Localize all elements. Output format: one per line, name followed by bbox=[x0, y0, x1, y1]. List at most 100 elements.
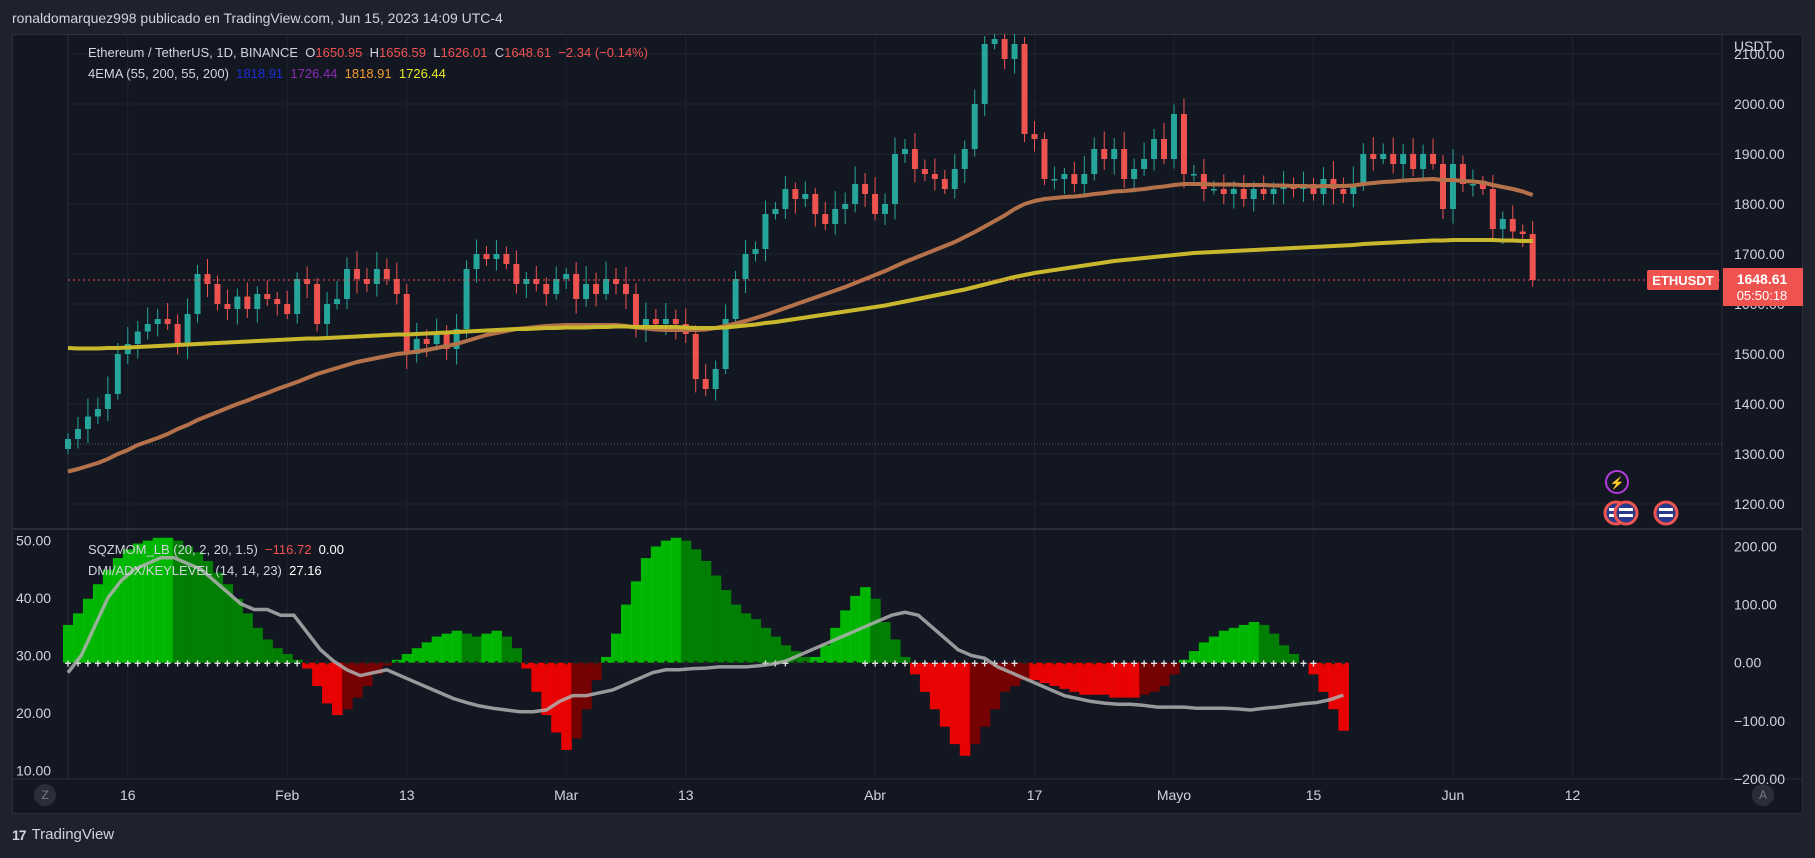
ema55-line bbox=[67, 177, 1534, 474]
squeeze-on-marker bbox=[1032, 660, 1037, 665]
squeeze-on-marker bbox=[474, 660, 479, 665]
squeeze-on-marker bbox=[703, 660, 708, 665]
time-axis-label: 13 bbox=[678, 787, 694, 803]
us-economic-event-icon bbox=[1653, 500, 1679, 526]
candle-body bbox=[244, 296, 251, 309]
dmi-legend: DMI/ADX/KEYLEVEL (14, 14, 23) 27.16 bbox=[88, 563, 322, 578]
candle-body bbox=[772, 209, 779, 214]
squeeze-off-marker: + bbox=[1290, 657, 1297, 671]
squeeze-off-marker: + bbox=[214, 657, 221, 671]
candle-body bbox=[632, 294, 639, 329]
candle-body bbox=[921, 169, 928, 174]
squeeze-off-marker: + bbox=[204, 657, 211, 671]
candle-body bbox=[1121, 149, 1128, 179]
momentum-bar bbox=[690, 549, 702, 663]
momentum-bar bbox=[571, 662, 582, 739]
candle-body bbox=[1011, 44, 1018, 59]
momentum-bar bbox=[760, 627, 772, 663]
candle-body bbox=[563, 274, 570, 279]
momentum-bar bbox=[491, 630, 503, 663]
squeeze-off-marker: + bbox=[1240, 657, 1247, 671]
squeeze-off-marker: + bbox=[94, 657, 101, 671]
candle-body bbox=[1111, 149, 1118, 159]
squeeze-off-marker: + bbox=[1220, 657, 1227, 671]
chart-canvas[interactable]: 1200.001300.001400.001500.001600.001700.… bbox=[12, 34, 1803, 814]
momentum-bar bbox=[1238, 624, 1250, 663]
momentum-bar bbox=[700, 560, 712, 663]
dmi-indicator-name[interactable]: DMI/ADX/KEYLEVEL (14, 14, 23) bbox=[88, 563, 282, 578]
high-value: 1656.59 bbox=[379, 45, 426, 60]
candle-body bbox=[1519, 231, 1526, 234]
momentum-bar bbox=[531, 662, 542, 692]
squeeze-on-marker bbox=[823, 660, 828, 665]
candle-body bbox=[144, 324, 151, 332]
squeeze-on-marker bbox=[644, 660, 648, 665]
candle-body bbox=[84, 416, 91, 429]
candle-body bbox=[1499, 219, 1506, 229]
price-tag bbox=[1723, 268, 1803, 306]
momentum-bar bbox=[899, 656, 911, 663]
timezone-button[interactable]: Z bbox=[34, 784, 56, 806]
adx-tick-label: 30.00 bbox=[16, 647, 51, 663]
squeeze-on-marker bbox=[733, 660, 738, 665]
candle-body bbox=[1469, 184, 1476, 186]
momentum-bar bbox=[670, 537, 682, 663]
squeeze-on-marker bbox=[693, 660, 698, 665]
momentum-bar bbox=[999, 662, 1011, 692]
adx-tick-label: 10.00 bbox=[16, 762, 51, 778]
momentum-bar bbox=[1228, 627, 1240, 663]
candle-body bbox=[991, 39, 998, 44]
momentum-bar bbox=[561, 662, 572, 750]
squeeze-off-marker: + bbox=[284, 657, 291, 671]
momentum-bar bbox=[830, 627, 841, 663]
momentum-bar bbox=[630, 581, 642, 663]
price-tag-value: 1648.61 bbox=[1737, 271, 1788, 287]
auto-scale-button[interactable]: A bbox=[1752, 784, 1774, 806]
price-tick-label: 1200.00 bbox=[1734, 496, 1785, 512]
squeeze-on-marker bbox=[305, 660, 309, 665]
squeeze-on-marker bbox=[514, 660, 519, 665]
price-tick-label: 1800.00 bbox=[1734, 196, 1785, 212]
momentum-bar bbox=[1318, 662, 1330, 692]
candle-body bbox=[672, 319, 679, 324]
ema-indicator-name[interactable]: 4EMA (55, 200, 55, 200) bbox=[88, 66, 229, 81]
squeeze-off-marker: + bbox=[164, 657, 171, 671]
ema-value-2: 1726.44 bbox=[290, 66, 338, 81]
momentum-bar bbox=[501, 636, 512, 663]
symbol-label[interactable]: Ethereum / TetherUS, 1D, BINANCE bbox=[88, 45, 299, 60]
footer-brand[interactable]: 17 TradingView bbox=[12, 826, 114, 843]
squeeze-on-marker bbox=[1341, 660, 1346, 665]
momentum-bar bbox=[780, 645, 791, 663]
candle-body bbox=[702, 379, 709, 389]
candle-body bbox=[642, 319, 649, 329]
momentum-bar bbox=[750, 619, 762, 663]
candle-body bbox=[842, 204, 849, 209]
squeeze-on-marker bbox=[673, 660, 678, 665]
momentum-bar bbox=[132, 543, 144, 663]
candle-body bbox=[762, 214, 769, 249]
squeeze-on-marker bbox=[1052, 660, 1057, 665]
squeeze-on-marker bbox=[1062, 660, 1067, 665]
adx-line bbox=[66, 555, 1344, 714]
squeeze-on-marker bbox=[594, 660, 598, 665]
momentum-bar bbox=[1039, 662, 1051, 684]
momentum-bar bbox=[1029, 662, 1041, 681]
squeeze-off-marker: + bbox=[1121, 657, 1128, 671]
momentum-bar bbox=[431, 636, 443, 663]
squeeze-off-marker: + bbox=[254, 657, 261, 671]
squeeze-off-marker: + bbox=[921, 657, 928, 671]
change-value: −2.34 (−0.14%) bbox=[558, 45, 648, 60]
candle-body bbox=[324, 304, 331, 324]
sqz-indicator-name[interactable]: SQZMOM_LB (20, 2, 20, 1.5) bbox=[88, 542, 258, 557]
momentum-bar bbox=[1059, 662, 1070, 689]
candle-body bbox=[1031, 134, 1038, 139]
candle-body bbox=[503, 254, 510, 264]
price-tick-label: 1300.00 bbox=[1734, 446, 1785, 462]
squeeze-on-marker bbox=[634, 660, 638, 665]
candle-body bbox=[961, 149, 968, 169]
squeeze-off-marker: + bbox=[1190, 657, 1197, 671]
squeeze-off-marker: + bbox=[981, 657, 988, 671]
flag-stripe bbox=[1659, 508, 1673, 511]
momentum-bar bbox=[919, 662, 931, 692]
momentum-bar bbox=[1258, 624, 1270, 663]
